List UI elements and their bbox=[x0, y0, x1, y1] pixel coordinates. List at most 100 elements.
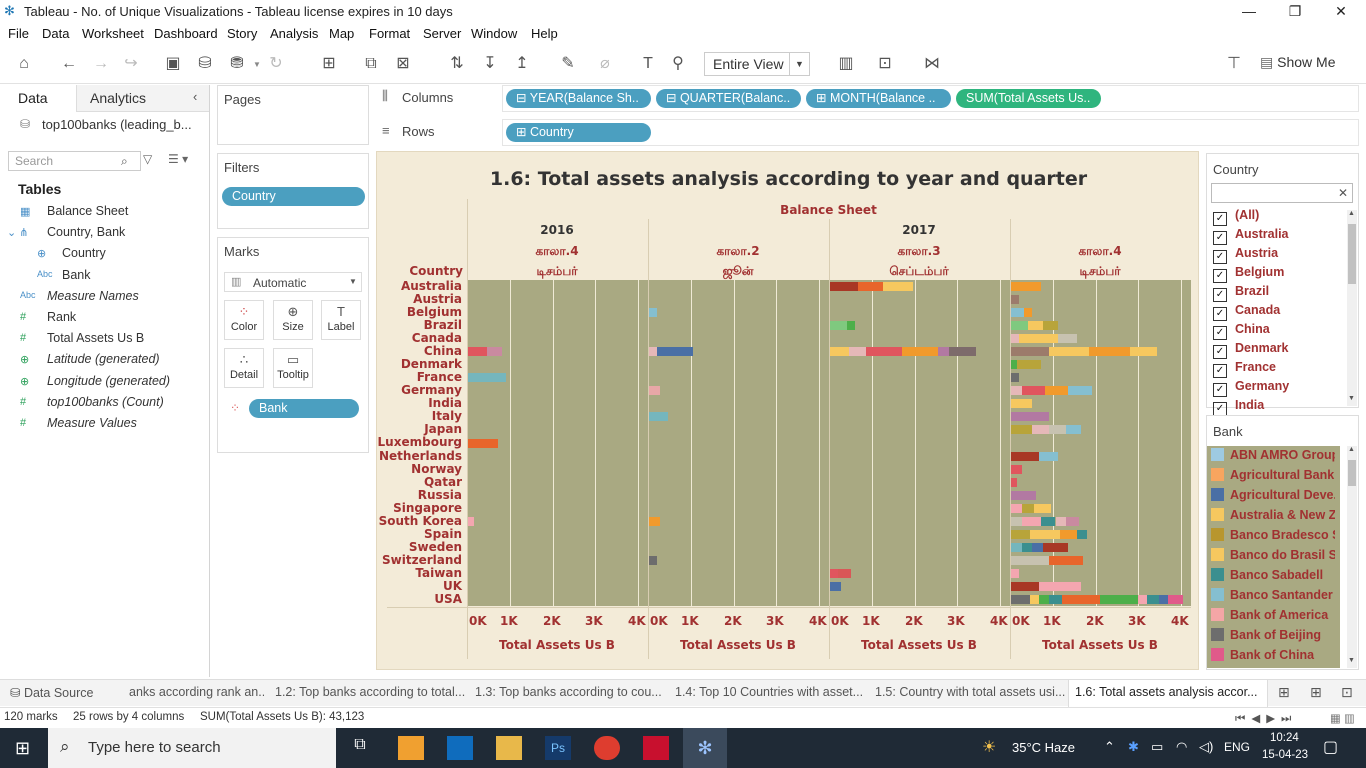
bar-segment[interactable] bbox=[1159, 594, 1168, 604]
bar-segment[interactable] bbox=[657, 347, 694, 357]
bar-segment[interactable] bbox=[1061, 594, 1100, 604]
field-item[interactable]: Measure Values bbox=[47, 416, 137, 430]
bar-segment[interactable] bbox=[1011, 425, 1033, 435]
checkbox-checked-icon[interactable]: ✓ bbox=[1213, 288, 1227, 302]
mark-type-select[interactable]: ▥ Automatic ▼ bbox=[224, 272, 362, 292]
bar-segment[interactable] bbox=[649, 308, 658, 318]
field-item[interactable]: Longitude (generated) bbox=[47, 373, 171, 388]
menu-story[interactable]: Story bbox=[227, 26, 258, 41]
fit-select[interactable]: Entire View ▼ bbox=[704, 52, 810, 76]
tab-sheet-1-6[interactable]: 1.6: Total assets analysis accor... bbox=[1068, 680, 1268, 707]
checkbox-checked-icon[interactable]: ✓ bbox=[1213, 326, 1227, 340]
clear-search-icon[interactable]: ✕ bbox=[1337, 186, 1348, 200]
bar-segment[interactable] bbox=[1021, 516, 1041, 526]
close-button[interactable]: ✕ bbox=[1335, 3, 1347, 19]
bar-segment[interactable] bbox=[1100, 594, 1139, 604]
maximize-button[interactable]: ❐ bbox=[1288, 3, 1302, 19]
checkbox-checked-icon[interactable]: ✓ bbox=[1213, 307, 1227, 321]
bar-segment[interactable] bbox=[1011, 451, 1039, 461]
country-filter-item[interactable]: ✓ Germany bbox=[1213, 379, 1289, 397]
highlight-icon[interactable]: ✎ bbox=[561, 55, 575, 72]
checkbox-checked-icon[interactable]: ✓ bbox=[1213, 212, 1227, 226]
marks-pill-bank[interactable]: Bank bbox=[249, 399, 359, 418]
tab-sheet-1-3[interactable]: 1.3: Top banks according to cou... bbox=[475, 685, 662, 699]
field-item[interactable]: Country bbox=[62, 246, 106, 261]
new-story-icon[interactable]: ⊡ bbox=[1341, 684, 1353, 700]
bar-segment[interactable] bbox=[1030, 594, 1039, 604]
bank-legend-item[interactable]: Bank of China bbox=[1207, 648, 1335, 668]
country-filter-item[interactable]: ✓ Austria bbox=[1213, 246, 1278, 264]
weather-text[interactable]: 35°C Haze bbox=[1012, 740, 1076, 755]
bar-segment[interactable] bbox=[1049, 347, 1090, 357]
bar-segment[interactable] bbox=[849, 347, 866, 357]
tab-data[interactable]: Data bbox=[18, 90, 48, 106]
checkbox-checked-icon[interactable]: ✓ bbox=[1213, 383, 1227, 397]
mail-icon[interactable] bbox=[447, 736, 473, 760]
field-item[interactable]: Rank bbox=[47, 310, 77, 324]
bar-segment[interactable] bbox=[1011, 503, 1022, 513]
wifi-icon[interactable]: ◠ bbox=[1176, 739, 1188, 754]
rows-pill-country[interactable]: ⊞ Country bbox=[506, 123, 651, 142]
bar-segment[interactable] bbox=[882, 282, 913, 292]
bar-segment[interactable] bbox=[1034, 503, 1052, 513]
filter-icon[interactable]: ▽ bbox=[143, 152, 153, 166]
bar-segment[interactable] bbox=[1068, 386, 1092, 396]
bar-segment[interactable] bbox=[948, 347, 977, 357]
bar-segment[interactable] bbox=[1038, 594, 1050, 604]
bar-segment[interactable] bbox=[649, 516, 660, 526]
undo-icon[interactable]: ← bbox=[61, 55, 77, 72]
menu-data[interactable]: Data bbox=[42, 26, 70, 41]
scroll-thumb[interactable] bbox=[1348, 224, 1356, 284]
bank-legend-scrollbar[interactable]: ▲ ▼ bbox=[1347, 446, 1357, 668]
bar-segment[interactable] bbox=[1146, 594, 1160, 604]
swap-icon[interactable]: ⇅ bbox=[450, 55, 464, 72]
bar-segment[interactable] bbox=[1066, 425, 1081, 435]
bar-segment[interactable] bbox=[1011, 295, 1020, 305]
scroll-down-icon[interactable]: ▼ bbox=[1348, 657, 1355, 664]
country-filter-item[interactable]: ✓ Canada bbox=[1213, 303, 1280, 321]
columns-shelf[interactable]: ⊟ YEAR(Balance Sh.. ⊟ QUARTER(Balanc.. ⊞… bbox=[502, 85, 1359, 112]
tab-sheet-1-5[interactable]: 1.5: Country with total assets usi... bbox=[875, 685, 1065, 699]
bar-segment[interactable] bbox=[1021, 386, 1045, 396]
field-item[interactable]: Latitude (generated) bbox=[47, 352, 160, 367]
tab-analytics[interactable]: Analytics bbox=[90, 90, 147, 106]
battery-icon[interactable]: ▭ bbox=[1151, 739, 1164, 754]
tableau-taskbar-icon[interactable]: ✻ bbox=[683, 728, 727, 768]
bar-segment[interactable] bbox=[1059, 529, 1077, 539]
bar-segment[interactable] bbox=[468, 347, 488, 357]
country-filter-item[interactable]: ✓ Belgium bbox=[1213, 265, 1284, 283]
bar-segment[interactable] bbox=[1011, 529, 1031, 539]
bar-segment[interactable] bbox=[830, 321, 847, 331]
tooltip-button[interactable]: ▭ Tooltip bbox=[273, 348, 313, 388]
bar-segment[interactable] bbox=[830, 347, 850, 357]
scroll-up-icon[interactable]: ▲ bbox=[1348, 446, 1355, 453]
bar-segment[interactable] bbox=[487, 347, 502, 357]
columns-pill-sum-total-assets[interactable]: SUM(Total Assets Us.. bbox=[956, 89, 1101, 108]
home-icon[interactable]: ⌂ bbox=[19, 55, 29, 72]
country-filter-scrollbar[interactable]: ▲ ▼ bbox=[1347, 210, 1357, 406]
scroll-up-icon[interactable]: ▲ bbox=[1348, 210, 1355, 217]
bar-segment[interactable] bbox=[1030, 529, 1060, 539]
field-item[interactable]: Total Assets Us B bbox=[47, 331, 145, 346]
bar-segment[interactable] bbox=[1011, 581, 1039, 591]
detail-button[interactable]: ∴ Detail bbox=[224, 348, 264, 388]
presentation-icon[interactable]: ⊡ bbox=[878, 55, 892, 72]
bar-segment[interactable] bbox=[1032, 425, 1050, 435]
bar-segment[interactable] bbox=[1011, 282, 1041, 292]
columns-pill-year[interactable]: ⊟ YEAR(Balance Sh.. bbox=[506, 89, 651, 108]
bar-segment[interactable] bbox=[1038, 451, 1058, 461]
bar-segment[interactable] bbox=[1042, 542, 1069, 552]
clear-sheet-icon[interactable]: ⊠ bbox=[396, 55, 410, 72]
bar-segment[interactable] bbox=[1021, 503, 1035, 513]
bar-segment[interactable] bbox=[1023, 308, 1033, 318]
bank-legend-item[interactable]: Banco Santander bbox=[1207, 588, 1335, 608]
menu-server[interactable]: Server bbox=[423, 26, 462, 41]
tab-data-source[interactable]: ⛁ Data Source bbox=[10, 685, 93, 700]
tray-chevron-icon[interactable]: ⌃ bbox=[1104, 739, 1115, 754]
bar-segment[interactable] bbox=[830, 568, 839, 578]
tab-sheet-1-4[interactable]: 1.4: Top 10 Countries with asset... bbox=[675, 685, 864, 699]
windows-start-icon[interactable]: ⊞ bbox=[15, 738, 31, 758]
bar-segment[interactable] bbox=[1011, 594, 1031, 604]
rows-shelf[interactable]: ⊞ Country bbox=[502, 119, 1359, 146]
duplicate-sheet-icon[interactable]: ⧉ bbox=[365, 55, 377, 72]
